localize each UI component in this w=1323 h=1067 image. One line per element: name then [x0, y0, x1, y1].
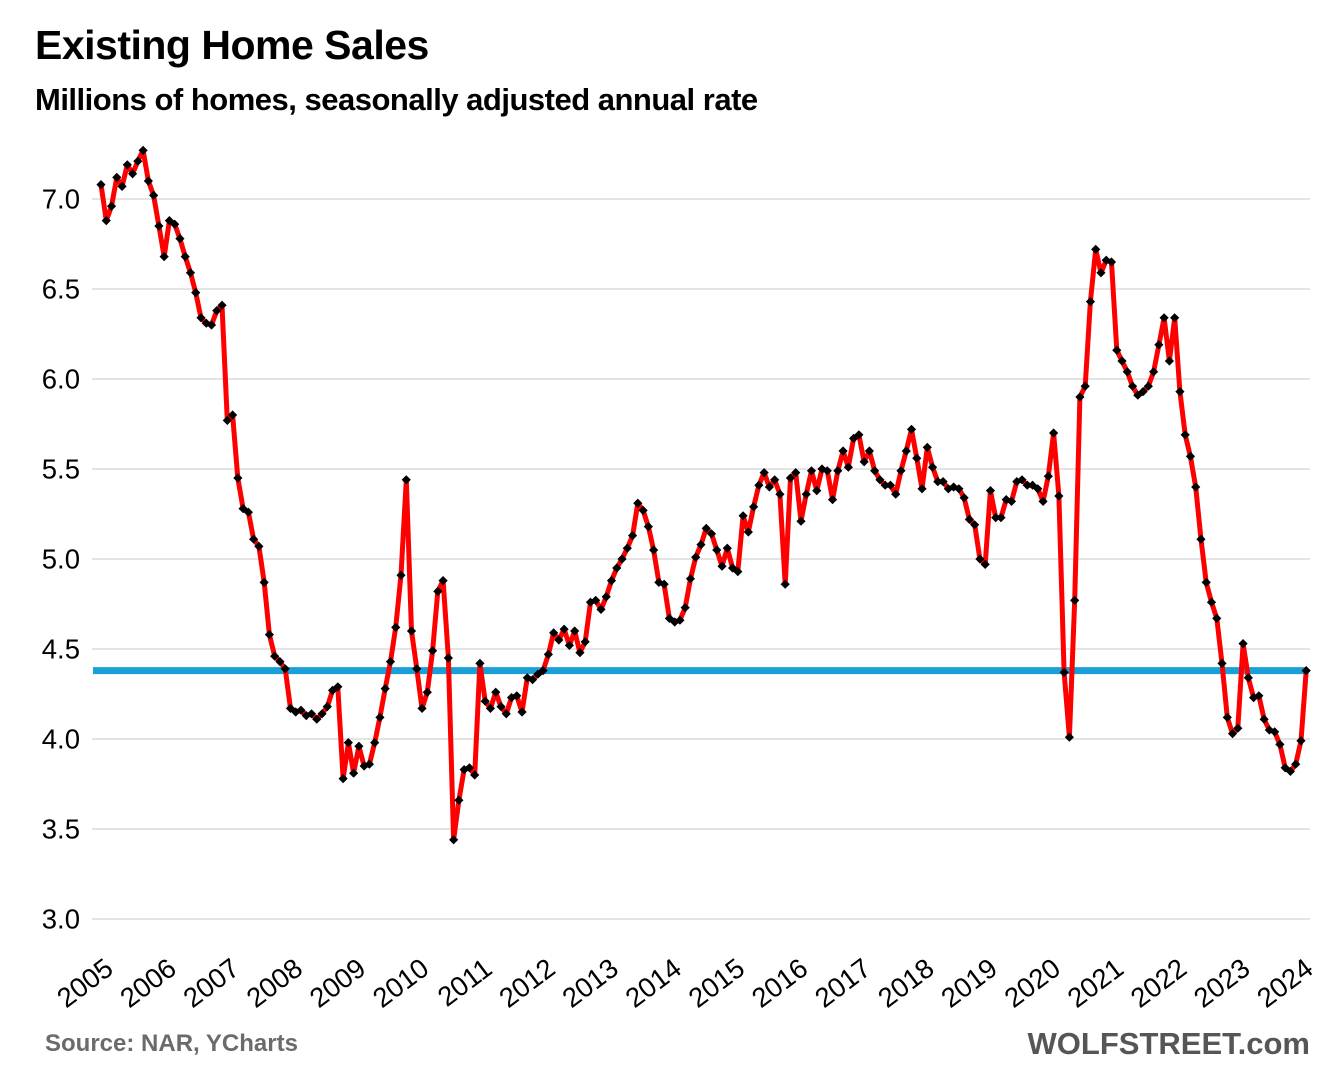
svg-text:2017: 2017 [809, 952, 877, 1014]
svg-text:2007: 2007 [177, 952, 245, 1014]
svg-text:2010: 2010 [367, 952, 435, 1014]
svg-text:2013: 2013 [556, 952, 624, 1014]
gridlines [92, 198, 1310, 920]
svg-text:2012: 2012 [493, 952, 561, 1014]
svg-text:6.5: 6.5 [42, 274, 80, 305]
source-credit: Source: NAR, YCharts [45, 1030, 298, 1057]
svg-text:2009: 2009 [304, 952, 372, 1014]
svg-text:2014: 2014 [619, 952, 687, 1014]
svg-text:5.0: 5.0 [42, 544, 80, 575]
svg-text:5.5: 5.5 [42, 454, 80, 485]
svg-text:2019: 2019 [935, 952, 1003, 1014]
svg-text:2011: 2011 [432, 952, 498, 1012]
svg-text:2024: 2024 [1251, 952, 1319, 1014]
svg-text:4.0: 4.0 [42, 724, 80, 755]
svg-text:2023: 2023 [1188, 952, 1256, 1014]
svg-text:3.5: 3.5 [42, 814, 80, 845]
svg-text:4.5: 4.5 [42, 634, 80, 665]
svg-text:2016: 2016 [746, 952, 814, 1014]
svg-text:2015: 2015 [683, 952, 751, 1014]
wolfstreet-branding: WOLFSTREET.com [1027, 1026, 1310, 1061]
svg-text:2018: 2018 [872, 952, 940, 1014]
x-axis-labels: 2005200620072008200920102011201220132014… [51, 952, 1318, 1014]
svg-text:2021: 2021 [1062, 952, 1130, 1014]
svg-text:2020: 2020 [998, 952, 1066, 1014]
svg-text:3.0: 3.0 [42, 904, 80, 935]
svg-text:2008: 2008 [241, 952, 309, 1014]
chart-subtitle: Millions of homes, seasonally adjusted a… [35, 82, 758, 117]
svg-text:2005: 2005 [51, 952, 119, 1014]
y-axis-labels: 3.0 3.5 4.0 4.5 5.0 5.5 6.0 6.5 7.0 [42, 184, 80, 935]
chart-title: Existing Home Sales [35, 22, 429, 68]
svg-text:7.0: 7.0 [42, 184, 80, 215]
svg-text:6.0: 6.0 [42, 364, 80, 395]
svg-text:2006: 2006 [114, 952, 182, 1014]
sales-line [98, 147, 1309, 843]
svg-text:2022: 2022 [1125, 952, 1193, 1014]
